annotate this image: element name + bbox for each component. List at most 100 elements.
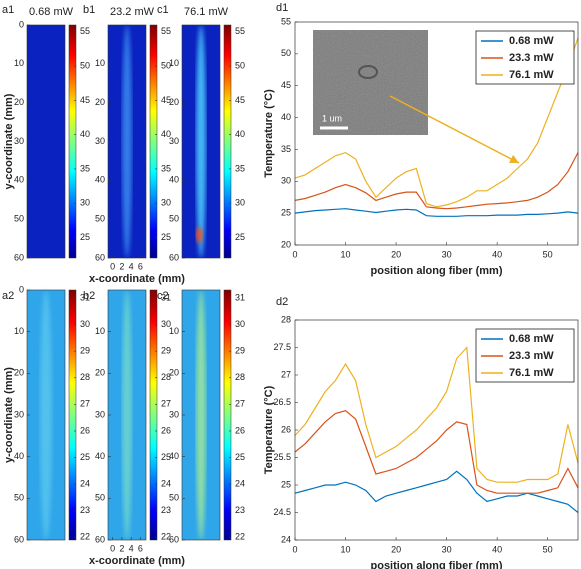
colorbar-tick-label: 24 (80, 479, 90, 489)
y-tick-label: 40 (95, 175, 105, 185)
x-tick-label: 10 (341, 249, 351, 259)
colorbar-tick-label: 27 (235, 399, 245, 409)
y-tick-label: 30 (281, 176, 291, 186)
heatmap-hotspot (122, 25, 132, 258)
legend-label: 0.68 mW (509, 35, 554, 47)
legend-label: 23.3 mW (509, 52, 554, 64)
inset-noise (313, 30, 428, 135)
panel-label: d1 (276, 2, 288, 14)
y-tick-label: 50 (281, 48, 291, 58)
y-tick-label: 30 (169, 136, 179, 146)
heatmap-image (108, 25, 146, 258)
y-tick-label: 35 (281, 144, 291, 154)
heatmap-hotspot (122, 290, 132, 540)
data-line (294, 208, 579, 217)
colorbar-tick-label: 23 (235, 505, 245, 515)
x-tick-label: 0 (292, 544, 297, 554)
colorbar-tick-label: 45 (161, 95, 171, 105)
colorbar-tick-label: 30 (161, 319, 171, 329)
data-line (294, 410, 579, 494)
y-tick-label: 30 (95, 409, 105, 419)
colorbar-tick-label: 30 (80, 319, 90, 329)
y-tick-label: 20 (14, 97, 24, 107)
heatmap-hotspot (196, 25, 206, 258)
y-tick-label: 50 (169, 214, 179, 224)
y-tick-label: 24.5 (273, 507, 291, 517)
panel-label: c2 (157, 290, 169, 302)
y-tick-label: 28 (281, 314, 291, 324)
x-tick-label: 20 (391, 249, 401, 259)
y-axis-label: Temperature (°C) (263, 385, 275, 474)
x-tick-label: 10 (341, 544, 351, 554)
colorbar-tick-label: 30 (80, 198, 90, 208)
colorbar (68, 289, 77, 541)
x-tick-label: 0 (110, 543, 115, 553)
y-tick-label: 20 (95, 97, 105, 107)
data-line (294, 152, 579, 210)
colorbar-tick-label: 30 (235, 319, 245, 329)
y-tick-label: 30 (14, 136, 24, 146)
y-tick-label: 20 (281, 239, 291, 249)
y-tick-label: 10 (169, 58, 179, 68)
y-tick-label: 20 (95, 368, 105, 378)
y-tick-label: 50 (169, 493, 179, 503)
panel-label: a2 (2, 290, 14, 302)
legend-label: 0.68 mW (509, 333, 554, 345)
y-tick-label: 25 (281, 208, 291, 218)
colorbar-tick-label: 25 (235, 452, 245, 462)
colorbar-tick-label: 45 (235, 95, 245, 105)
x-axis-label: position along fiber (mm) (371, 560, 503, 569)
colorbar-tick-label: 45 (80, 95, 90, 105)
colorbar-tick-label: 40 (235, 129, 245, 139)
colorbar-tick-label: 50 (235, 60, 245, 70)
y-tick-label: 10 (169, 326, 179, 336)
x-axis-label: position along fiber (mm) (371, 265, 503, 277)
y-tick-label: 40 (169, 451, 179, 461)
colorbar-tick-label: 28 (80, 372, 90, 382)
colorbar-tick-label: 25 (80, 232, 90, 242)
y-tick-label: 0 (19, 284, 24, 294)
y-tick-label: 45 (281, 80, 291, 90)
data-line (294, 346, 579, 483)
heatmap-image (27, 290, 65, 540)
colorbar (149, 24, 158, 259)
y-tick-label: 20 (169, 97, 179, 107)
colorbar-tick-label: 25 (161, 452, 171, 462)
colorbar (223, 24, 232, 259)
x-tick-label: 30 (442, 544, 452, 554)
y-tick-label: 60 (169, 534, 179, 544)
y-tick-label: 40 (14, 175, 24, 185)
heatmap-image (182, 290, 220, 540)
colorbar-tick-label: 23 (80, 505, 90, 515)
colorbar-tick-label: 40 (80, 129, 90, 139)
x-axis-label: x-coordinate (mm) (89, 273, 185, 285)
x-tick-label: 2 (119, 543, 124, 553)
panel-label: a1 (2, 4, 14, 16)
colorbar-tick-label: 55 (161, 26, 171, 36)
colorbar-tick-label: 31 (80, 292, 90, 302)
y-tick-label: 40 (14, 451, 24, 461)
colorbar-tick-label: 31 (161, 292, 171, 302)
colorbar-tick-label: 29 (80, 346, 90, 356)
colorbar-tick-label: 31 (235, 292, 245, 302)
heatmap-hotspot (196, 290, 206, 540)
y-tick-label: 20 (14, 368, 24, 378)
y-axis-label: y-coordinate (mm) (3, 367, 15, 463)
x-axis-label: x-coordinate (mm) (89, 555, 185, 567)
colorbar-tick-label: 55 (235, 26, 245, 36)
data-line (294, 470, 579, 513)
colorbar-tick-label: 27 (80, 399, 90, 409)
y-tick-label: 50 (14, 214, 24, 224)
colorbar-tick-label: 26 (80, 425, 90, 435)
colorbar-tick-label: 29 (235, 346, 245, 356)
y-tick-label: 60 (169, 252, 179, 262)
x-tick-label: 40 (492, 544, 502, 554)
colorbar (223, 289, 232, 541)
x-tick-label: 4 (129, 261, 134, 271)
colorbar-tick-label: 23 (161, 505, 171, 515)
panel-title: 23.2 mW (110, 6, 155, 18)
y-tick-label: 27 (281, 369, 291, 379)
panel-label: b2 (83, 290, 95, 302)
heatmap-hotspot (196, 227, 203, 243)
data-line (294, 37, 579, 208)
